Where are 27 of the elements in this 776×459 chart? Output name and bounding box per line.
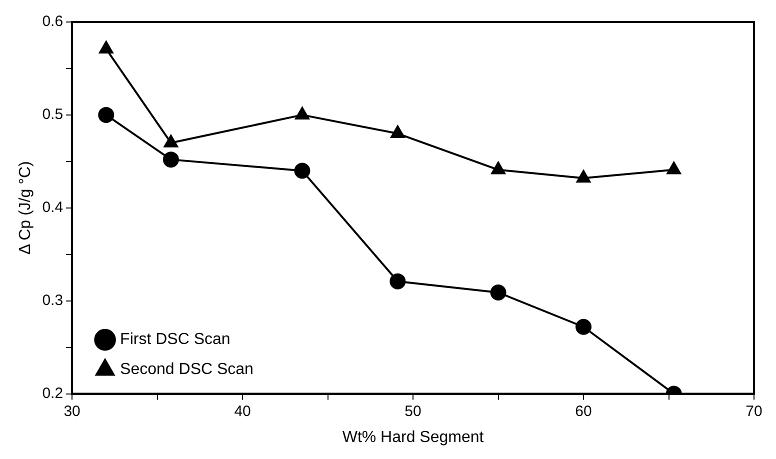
y-tick-label: 0.3 xyxy=(42,292,64,309)
point xyxy=(576,170,591,183)
point xyxy=(390,126,405,138)
y-tick-label: 0.2 xyxy=(42,384,64,402)
legend-label: First DSC Scan xyxy=(120,331,230,348)
x-tick-label: 50 xyxy=(404,402,422,420)
point xyxy=(294,162,310,179)
legend-label: Second DSC Scan xyxy=(120,361,254,378)
y-tick-label: 0.4 xyxy=(42,199,64,216)
point xyxy=(98,106,114,123)
x-tick-label: 40 xyxy=(234,402,251,420)
y-axis-title: Δ Cp (J/g °C) xyxy=(17,161,34,255)
point xyxy=(666,162,681,174)
x-tick-label: 70 xyxy=(746,402,762,420)
point xyxy=(164,134,178,148)
point xyxy=(295,106,310,120)
x-axis-title: Wt% Hard Segment xyxy=(342,428,484,446)
point xyxy=(99,40,114,54)
point xyxy=(491,162,506,174)
x-tick-label: 30 xyxy=(64,402,80,420)
x-tick-label: 60 xyxy=(575,402,592,420)
y-tick-label: 0.5 xyxy=(42,106,64,124)
point xyxy=(490,284,506,300)
y-tick-label: 0.6 xyxy=(42,13,64,30)
point xyxy=(162,152,179,168)
point xyxy=(576,318,592,335)
point xyxy=(390,273,406,290)
